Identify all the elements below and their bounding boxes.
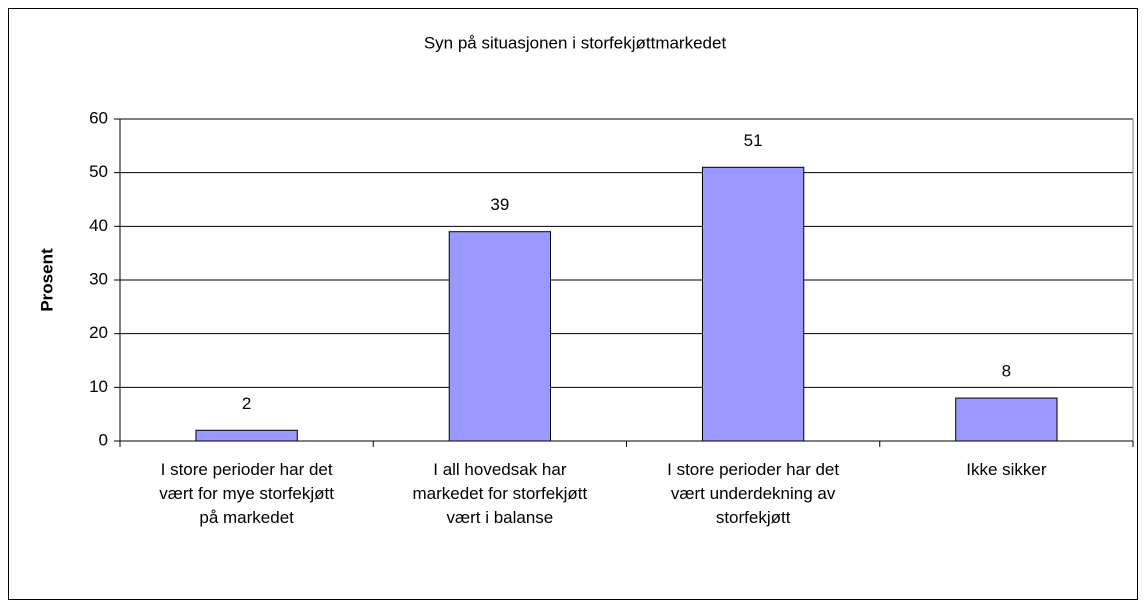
y-axis-label: Prosent [37, 248, 56, 312]
x-tick-label: I store perioder har det vært for mye st… [159, 460, 334, 527]
x-tick-label: I all hovedsak har markedet for storfekj… [412, 460, 588, 527]
bar [955, 397, 1058, 442]
y-tick-label: 50 [89, 162, 108, 181]
y-tick-label: 0 [99, 430, 108, 449]
data-label: 2 [242, 394, 251, 413]
data-label: 51 [744, 131, 763, 150]
y-tick-label: 30 [89, 269, 108, 288]
data-label: 8 [1002, 362, 1011, 381]
bar [448, 231, 552, 442]
y-tick-label: 40 [89, 216, 108, 235]
y-tick-label: 20 [89, 323, 108, 342]
chart-border [8, 8, 1138, 600]
y-tick-label: 10 [89, 377, 108, 396]
y-tick-label: 60 [89, 108, 108, 127]
x-tick-label: I store perioder har det vært underdekni… [667, 460, 840, 527]
x-tick-label: Ikke sikker [966, 460, 1047, 479]
bar [701, 166, 805, 442]
chart-title: Syn på situasjonen i storfekjøttmarkedet [424, 33, 727, 52]
bar [195, 429, 298, 442]
data-label: 39 [490, 195, 509, 214]
